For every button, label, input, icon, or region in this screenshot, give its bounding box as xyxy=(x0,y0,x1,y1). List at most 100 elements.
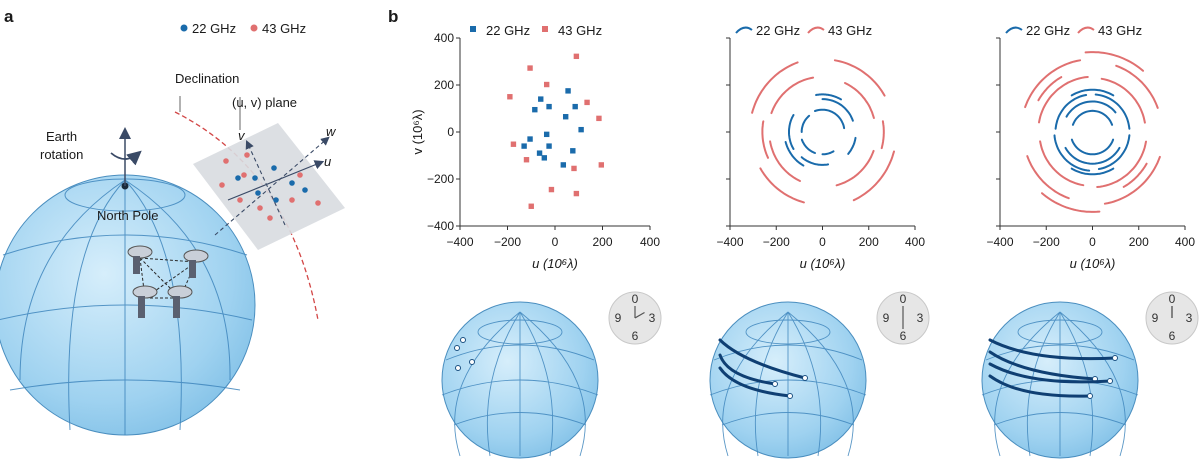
chart-3: −400 −200 0 200 400 u (10⁶λ) 22 GHz 43 GHz xyxy=(986,23,1195,271)
clock-number: 0 xyxy=(1169,292,1176,306)
telescope-icon xyxy=(183,249,209,278)
x-tick-label: 400 xyxy=(905,235,925,249)
north-pole-label: North Pole xyxy=(97,208,158,223)
earth-rotation-label-1: Earth xyxy=(46,129,77,144)
legend-label: 22 GHz xyxy=(486,23,530,38)
track-arc xyxy=(718,353,777,386)
uv-track xyxy=(1037,76,1063,102)
uv-track xyxy=(1070,138,1115,156)
globe-2 xyxy=(709,301,867,459)
uv-track xyxy=(835,149,875,187)
data-point xyxy=(560,162,567,168)
data-point xyxy=(532,106,538,113)
uv-track xyxy=(1094,93,1131,130)
uv-track xyxy=(1026,155,1070,200)
uv-coverage-charts: −400 −200 0 200 400 400 200 0 −200 −400 u (10⁶λ) v … xyxy=(410,23,1195,271)
data-point xyxy=(527,65,533,71)
uv-track xyxy=(1053,134,1091,172)
panel-b-letter: b xyxy=(388,7,398,26)
u-axis-label: u xyxy=(324,154,331,169)
station-marker xyxy=(455,365,461,371)
clock-number: 3 xyxy=(649,311,656,325)
baseline-tracks xyxy=(718,338,808,399)
clock-number: 9 xyxy=(883,311,890,325)
series-2 xyxy=(507,53,605,209)
uv-track xyxy=(800,138,816,154)
chart-1: −400 −200 0 200 400 400 200 0 −200 −400 u (10⁶λ) v … xyxy=(410,23,660,271)
legend-43-label: 43 GHz xyxy=(262,21,306,36)
legend-marker xyxy=(807,26,825,34)
station-marker xyxy=(1107,378,1113,384)
data-point xyxy=(510,141,517,147)
y-tick-label: 400 xyxy=(434,31,454,45)
data-point xyxy=(548,186,555,193)
clock-number: 0 xyxy=(632,292,639,306)
uv-track xyxy=(769,140,801,182)
y-axis-label: v (10⁶λ) xyxy=(410,109,425,154)
x-tick-label: 400 xyxy=(1175,235,1195,249)
data-point xyxy=(598,162,605,168)
data-point xyxy=(573,53,580,60)
bottom-globes xyxy=(441,301,1139,459)
w-axis xyxy=(214,136,330,236)
track-arc xyxy=(988,362,1112,384)
clock-number: 3 xyxy=(917,311,924,325)
legend-22-label: 22 GHz xyxy=(192,21,236,36)
track-arc xyxy=(988,338,1117,361)
x-tick-label: 0 xyxy=(552,235,559,249)
uv-track xyxy=(821,150,835,156)
x-tick-label: 200 xyxy=(1129,235,1149,249)
u-axis xyxy=(227,160,325,201)
uv-plane-label: (u, v) plane xyxy=(232,95,297,110)
station-marker xyxy=(460,337,466,343)
track-arc xyxy=(988,350,1097,381)
track-arc xyxy=(718,338,807,380)
uv-track xyxy=(770,76,815,115)
legend-label: 43 GHz xyxy=(558,23,602,38)
declination-label: Declination xyxy=(175,71,239,86)
x-tick-label: −400 xyxy=(716,235,743,249)
x-tick-label: −200 xyxy=(763,235,790,249)
telescope-icon xyxy=(167,285,193,318)
telescope-icon xyxy=(127,245,153,274)
data-point xyxy=(541,155,548,161)
legend-marker xyxy=(735,26,753,34)
x-tick-label: −200 xyxy=(1033,235,1060,249)
uv-track xyxy=(1038,76,1089,124)
globe-1 xyxy=(441,301,599,459)
x-tick-label: 0 xyxy=(1089,235,1096,249)
uv-track xyxy=(1103,155,1161,205)
station-marker xyxy=(1112,355,1118,361)
x-axis-label: u (10⁶λ) xyxy=(532,256,578,271)
data-point xyxy=(562,114,569,120)
clock-number: 9 xyxy=(1152,311,1159,325)
uv-track xyxy=(821,98,854,122)
data-point xyxy=(546,143,552,149)
panel-a-legend: 22 GHz 43 GHz xyxy=(180,21,306,36)
uv-track xyxy=(1064,146,1121,165)
legend-label: 43 GHz xyxy=(828,23,872,38)
station-marker xyxy=(454,345,460,351)
earth-globe xyxy=(0,174,256,436)
uv-track xyxy=(761,120,769,159)
data-point xyxy=(573,190,580,197)
uv-track xyxy=(1070,167,1115,176)
uv-track xyxy=(815,93,842,101)
station-marker xyxy=(787,393,793,399)
data-point xyxy=(527,136,533,142)
uv-track xyxy=(759,167,805,204)
uv-track xyxy=(1024,59,1082,109)
uv-track xyxy=(814,108,846,130)
data-point xyxy=(538,96,544,102)
y-tick-label: 0 xyxy=(447,125,454,139)
uv-track xyxy=(833,59,886,97)
data-point xyxy=(578,126,584,133)
x-tick-label: 0 xyxy=(819,235,826,249)
earth-rotation-label-2: rotation xyxy=(40,147,83,162)
uv-track xyxy=(1070,88,1115,97)
track-arc xyxy=(988,374,1092,398)
uv-track xyxy=(1041,192,1101,213)
data-point xyxy=(565,88,571,94)
